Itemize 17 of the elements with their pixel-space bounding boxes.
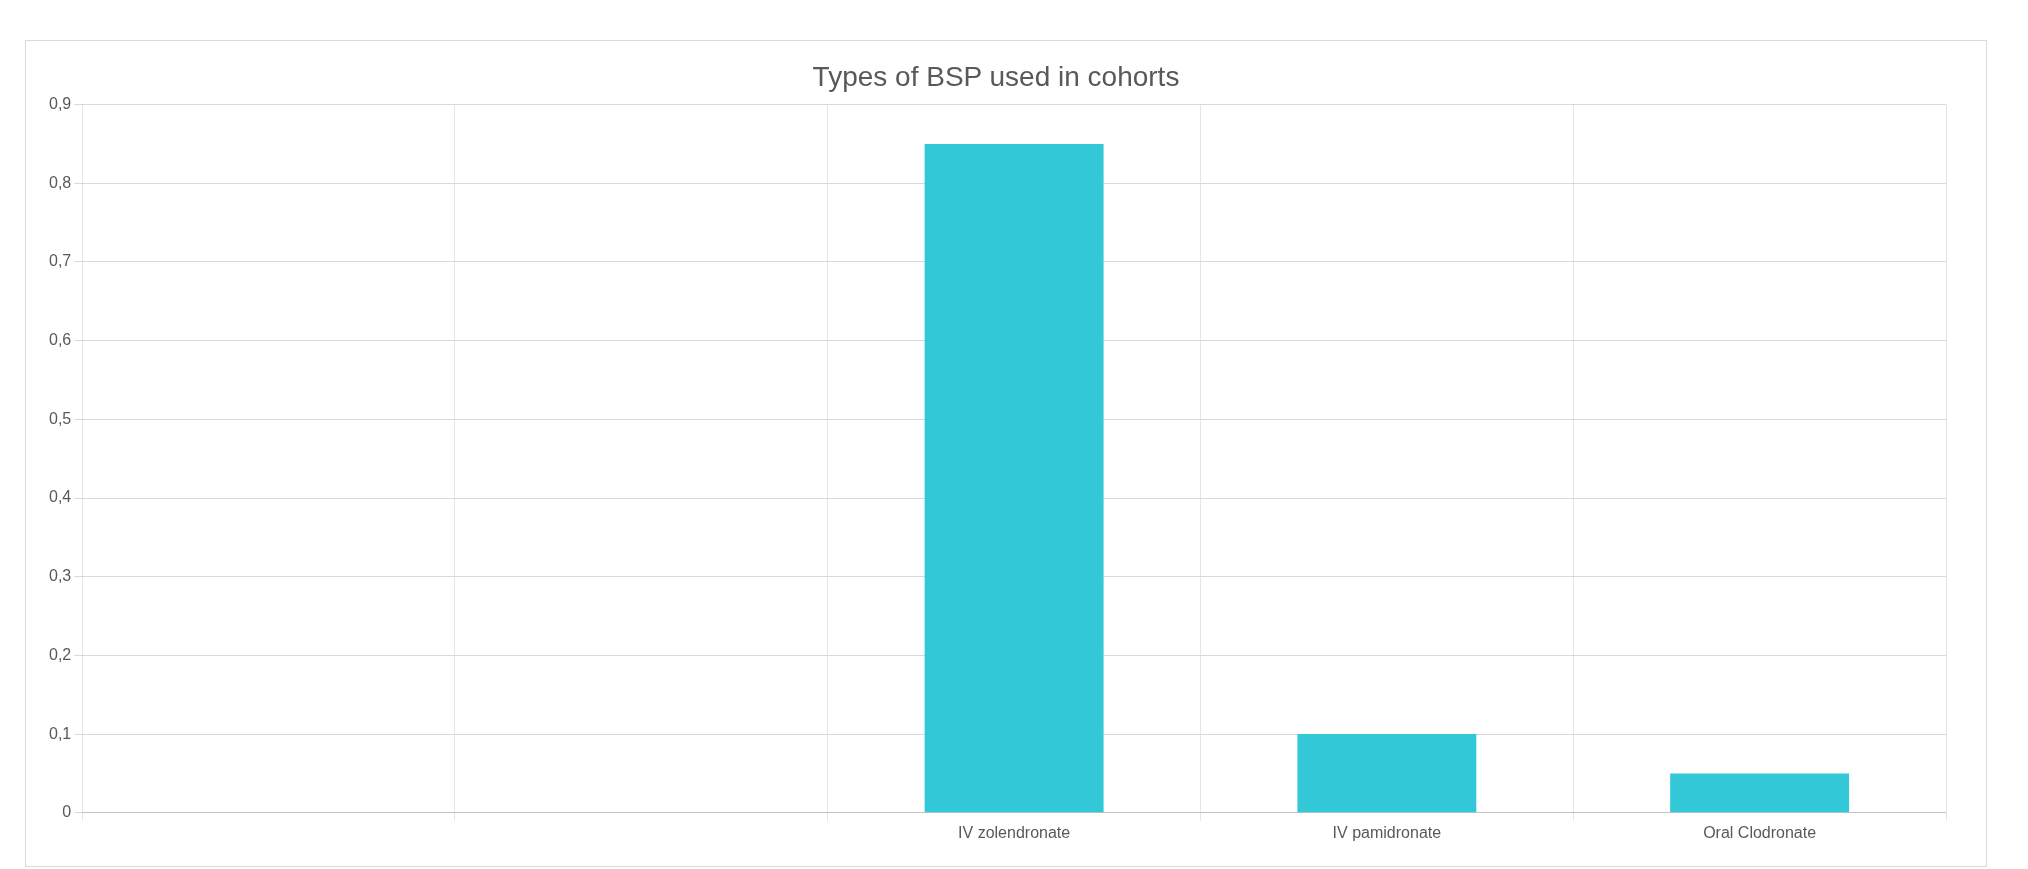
y-tick-label: 0,9 [48, 95, 72, 113]
y-tick-label: 0 [62, 803, 72, 821]
y-tick-label: 0,8 [48, 173, 72, 191]
bar [924, 143, 1104, 813]
x-tick-label: IV zolendronate [958, 823, 1071, 841]
y-tick-label: 0,2 [48, 645, 72, 663]
y-tick-label: 0,7 [48, 252, 72, 270]
y-tick-label: 0,5 [48, 409, 72, 427]
bar [1670, 773, 1850, 813]
x-tick-label: IV pamidronate [1332, 823, 1442, 841]
y-tick-label: 0,3 [48, 567, 72, 585]
x-tick-label: Oral Clodronate [1703, 823, 1817, 841]
bar [1297, 734, 1477, 813]
y-tick-label: 0,6 [48, 331, 72, 349]
chart-title: Types of BSP used in cohorts [812, 60, 1180, 92]
y-tick-label: 0,1 [48, 724, 72, 742]
y-tick-label: 0,4 [48, 488, 72, 506]
